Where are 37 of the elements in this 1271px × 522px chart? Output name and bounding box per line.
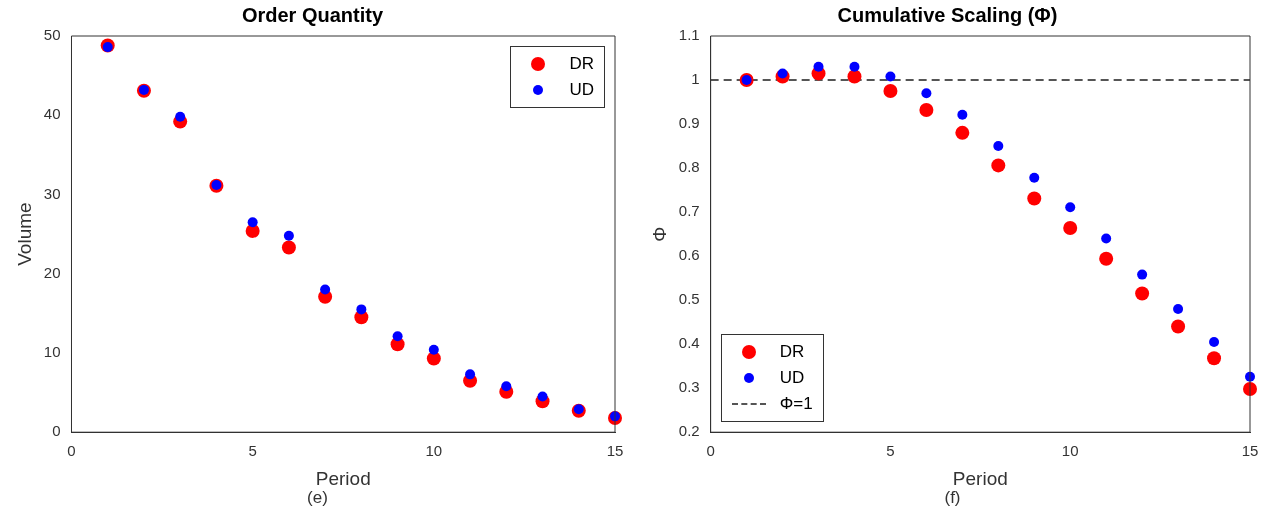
y-tick-label: 1 [691, 70, 700, 88]
y-axis-title: Φ [648, 226, 670, 242]
x-tick-label: 5 [886, 442, 895, 460]
legend-label: DR [569, 54, 594, 74]
y-tick-label: 40 [43, 105, 61, 123]
y-tick-label: 50 [43, 26, 61, 44]
chart-title: Cumulative Scaling (Φ) [837, 3, 1058, 26]
x-axis-title: Period [952, 467, 1008, 489]
y-tick-label: 30 [43, 184, 61, 202]
x-tick-label: 15 [1241, 442, 1259, 460]
x-tick-label: 10 [1061, 442, 1079, 460]
y-tick-label: 0.5 [678, 290, 700, 308]
y-axis-title: Volume [13, 202, 35, 266]
x-tick-label: 15 [606, 442, 624, 460]
y-tick-label: 0.9 [678, 114, 700, 132]
y-tick-label: 0.8 [678, 158, 700, 176]
legend-label: UD [779, 368, 805, 389]
x-tick-label: 0 [706, 442, 715, 460]
y-tick-label: 20 [43, 263, 61, 281]
y-tick-label: 0.3 [678, 378, 700, 396]
y-tick-label: 10 [43, 343, 61, 361]
y-tick-label: 0.4 [678, 334, 700, 352]
y-tick-label: 0.2 [678, 422, 700, 440]
x-tick-label: 5 [248, 442, 257, 460]
x-tick-label: 10 [425, 442, 443, 460]
y-tick-label: 1.1 [678, 26, 700, 44]
y-tick-label: 0.7 [678, 202, 700, 220]
y-tick-label: 0.6 [678, 246, 700, 264]
chart-title: Order Quantity [241, 3, 384, 26]
text: (f) [943, 488, 962, 508]
text: (e) [306, 488, 329, 508]
x-axis-title: Period [315, 467, 371, 489]
x-tick-label: 0 [67, 442, 76, 460]
legend-label: DR [779, 342, 805, 363]
legend-label: UD [569, 80, 594, 100]
y-tick-label: 0 [52, 422, 61, 440]
legend-label: Φ=1 [779, 394, 813, 415]
